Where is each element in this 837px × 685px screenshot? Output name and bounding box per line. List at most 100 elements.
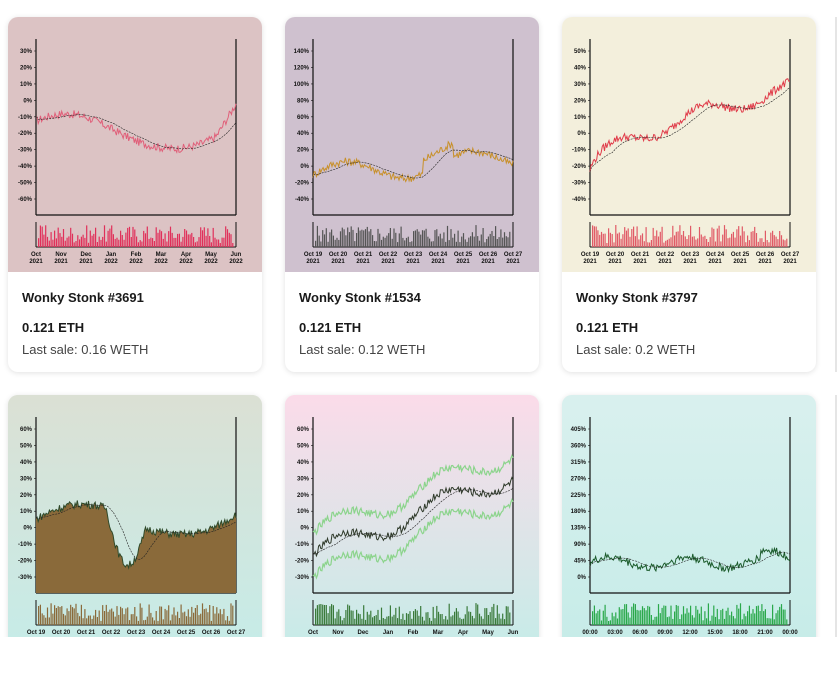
volume-bar [661, 226, 663, 247]
volume-bar [86, 225, 88, 247]
volume-bar [207, 612, 209, 625]
x-tick-label: Oct [31, 252, 41, 258]
volume-bar [487, 615, 489, 625]
volume-bar [388, 233, 390, 247]
volume-bar [218, 613, 220, 625]
volume-bar [402, 613, 404, 625]
volume-bar [780, 235, 783, 247]
volume-bar [141, 241, 143, 247]
volume-bar [620, 609, 622, 625]
volume-bar [647, 605, 649, 625]
x-tick-label: Jan [383, 630, 394, 636]
volume-bar [723, 618, 726, 625]
volume-bar [166, 241, 168, 247]
volume-bar [640, 610, 642, 625]
nft-card[interactable]: 140% 120% 100% 80% 60% 40% 20% 0% -20% -40% Oct 19… [285, 17, 539, 372]
volume-bar [493, 603, 495, 625]
volume-bar [423, 620, 425, 625]
nft-card[interactable]: 405% 360% 315% 270% 225% 180% 135% 90% 45% 0% 00:0… [562, 395, 816, 637]
volume-bar [722, 608, 724, 625]
volume-bar [727, 238, 729, 247]
volume-bar [209, 605, 211, 625]
volume-bar [87, 242, 90, 247]
volume-bar [41, 226, 43, 247]
y-tick-label: 40% [297, 131, 310, 137]
volume-bar [323, 605, 326, 625]
volume-bar [86, 618, 88, 625]
x-tick-label: Oct 22 [656, 252, 675, 258]
volume-bar [361, 229, 363, 247]
y-tick-label: 180% [571, 509, 587, 515]
volume-bar [500, 229, 502, 247]
x-tick-label: Oct 27 [227, 630, 246, 636]
volume-bar [473, 236, 475, 247]
y-tick-label: 405% [571, 427, 587, 433]
volume-bar [405, 613, 408, 625]
volume-bar [148, 238, 150, 247]
volume-bar [395, 607, 397, 625]
volume-bar [741, 226, 743, 247]
volume-bar [201, 230, 204, 247]
volume-bar [698, 613, 701, 625]
volume-bar [743, 231, 745, 247]
volume-bar [359, 230, 361, 247]
volume-bar [747, 235, 749, 247]
nft-card[interactable]: 30% 20% 10% 0% -10% -20% -30% -40% -50% -60% Oct 20… [8, 17, 262, 372]
volume-bar [123, 614, 125, 625]
volume-bar [502, 237, 504, 247]
volume-bar [649, 242, 651, 247]
volume-bar [650, 615, 652, 625]
volume-bar [332, 235, 334, 247]
volume-bar [77, 612, 79, 625]
volume-bar [454, 233, 456, 247]
volume-bar [480, 616, 482, 625]
volume-bar [448, 603, 450, 625]
volume-bar [454, 611, 456, 625]
volume-bar [464, 239, 466, 247]
volume-bar [93, 615, 95, 625]
volume-bar [455, 241, 457, 247]
volume-bar [739, 235, 742, 247]
volume-bar [203, 227, 205, 247]
volume-bar [130, 614, 132, 625]
volume-bar [198, 615, 200, 625]
volume-bar [43, 615, 45, 625]
x-tick-label: 2021 [683, 259, 697, 265]
volume-bar [218, 239, 220, 247]
volume-bar [111, 608, 113, 625]
volume-bar [645, 610, 647, 625]
volume-bar [160, 606, 163, 625]
y-tick-label: 140% [294, 49, 310, 55]
volume-bar [636, 226, 638, 247]
volume-bar [416, 610, 418, 625]
nft-card[interactable]: 50% 40% 30% 20% 10% 0% -10% -20% -30% -40% Oct 19 2… [562, 17, 816, 372]
x-tick-label: 00:00 [782, 630, 798, 636]
volume-bar [462, 233, 465, 247]
volume-bar [201, 603, 204, 625]
nft-price: 0.121 ETH [299, 320, 362, 335]
y-tick-label: 0% [577, 575, 586, 581]
nft-card[interactable]: 60% 50% 40% 30% 20% 10% 0% -10% -20% -30% Oct Nov De… [285, 395, 539, 637]
nft-card[interactable]: 60% 50% 40% 30% 20% 10% 0% -10% -20% -30% Oct 19 Oc… [8, 395, 262, 637]
x-tick-label: Oct 26 [202, 630, 221, 636]
volume-bar [55, 238, 57, 247]
volume-bar [425, 612, 427, 625]
volume-bar [228, 620, 230, 625]
x-tick-label: 2021 [481, 259, 495, 265]
volume-bar [137, 620, 139, 625]
volume-bar [160, 231, 163, 247]
volume-bar [439, 233, 441, 247]
volume-bar [659, 613, 661, 625]
volume-bar [223, 237, 225, 247]
price-line [312, 140, 514, 183]
volume-bar [738, 226, 740, 247]
x-tick-label: 2022 [104, 259, 118, 265]
volume-bar [194, 608, 196, 625]
volume-bar [109, 609, 111, 625]
nft-price: 0.121 ETH [576, 320, 639, 335]
volume-bar [489, 612, 491, 625]
volume-bar [95, 609, 97, 625]
x-tick-label: 2022 [129, 259, 143, 265]
volume-bar [657, 236, 660, 247]
x-tick-label: Jun [231, 252, 242, 258]
